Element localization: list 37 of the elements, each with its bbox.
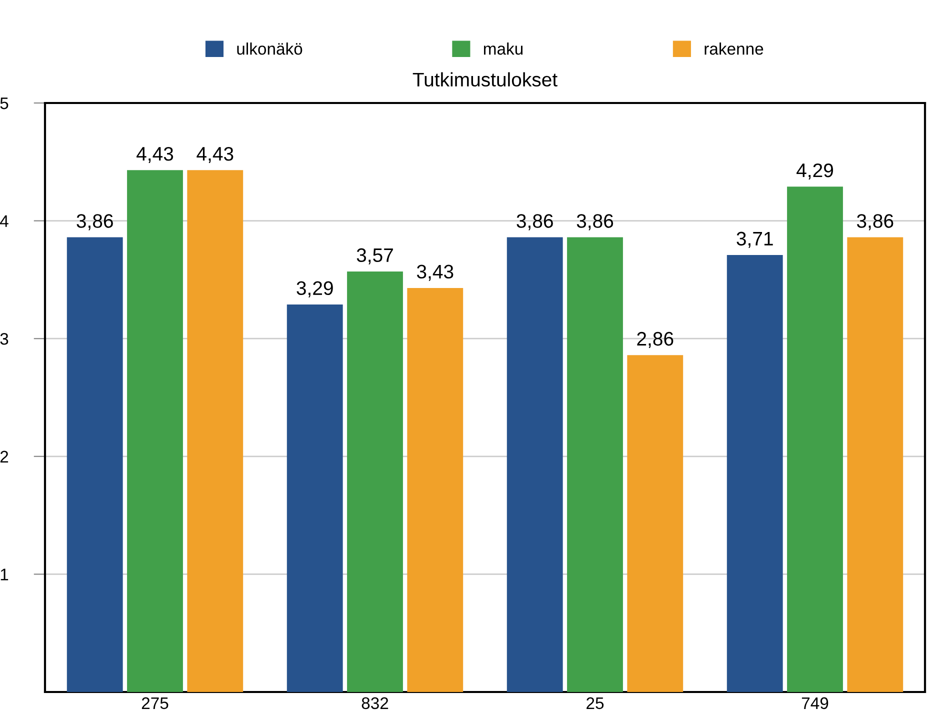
- data-label: 3,86: [856, 214, 894, 230]
- legend-label: maku: [484, 42, 523, 55]
- y-tick-label: 4: [0, 215, 8, 227]
- data-label: 3,43: [416, 264, 454, 281]
- x-tick-label: 749: [802, 697, 828, 710]
- data-label: 3,86: [76, 214, 113, 230]
- data-label: 4,29: [796, 163, 833, 180]
- x-tick-label: 275: [142, 697, 168, 710]
- bar: [627, 355, 684, 692]
- data-label: 4,43: [196, 146, 234, 164]
- y-tick-label: 3: [0, 333, 8, 345]
- bar: [286, 304, 343, 692]
- data-label: 2,86: [637, 332, 674, 348]
- data-label: 3,29: [296, 281, 333, 298]
- legend-label: rakenne: [704, 42, 764, 55]
- y-tick-label: 5: [0, 98, 8, 110]
- x-tick-label: 832: [362, 697, 388, 710]
- bar: [407, 288, 464, 692]
- bar: [187, 170, 244, 692]
- bar: [127, 170, 183, 692]
- bar: [787, 186, 843, 692]
- data-label: 3,57: [356, 248, 393, 264]
- bar: [847, 237, 904, 692]
- y-tick-label: 2: [0, 450, 8, 462]
- data-label: 4,43: [136, 146, 174, 164]
- bar: [567, 237, 623, 692]
- x-tick-label: 25: [586, 697, 604, 710]
- bar: [66, 237, 123, 692]
- chart-title: Tutkimustulokset: [412, 72, 558, 87]
- bar: [347, 271, 403, 692]
- bar: [726, 254, 783, 692]
- y-tick-label: 1: [0, 568, 8, 580]
- legend-label: ulkonäkö: [237, 42, 302, 55]
- data-label: 3,86: [516, 214, 553, 230]
- bar: [506, 237, 563, 692]
- data-label: 3,71: [736, 232, 773, 248]
- data-label: 3,86: [576, 214, 614, 230]
